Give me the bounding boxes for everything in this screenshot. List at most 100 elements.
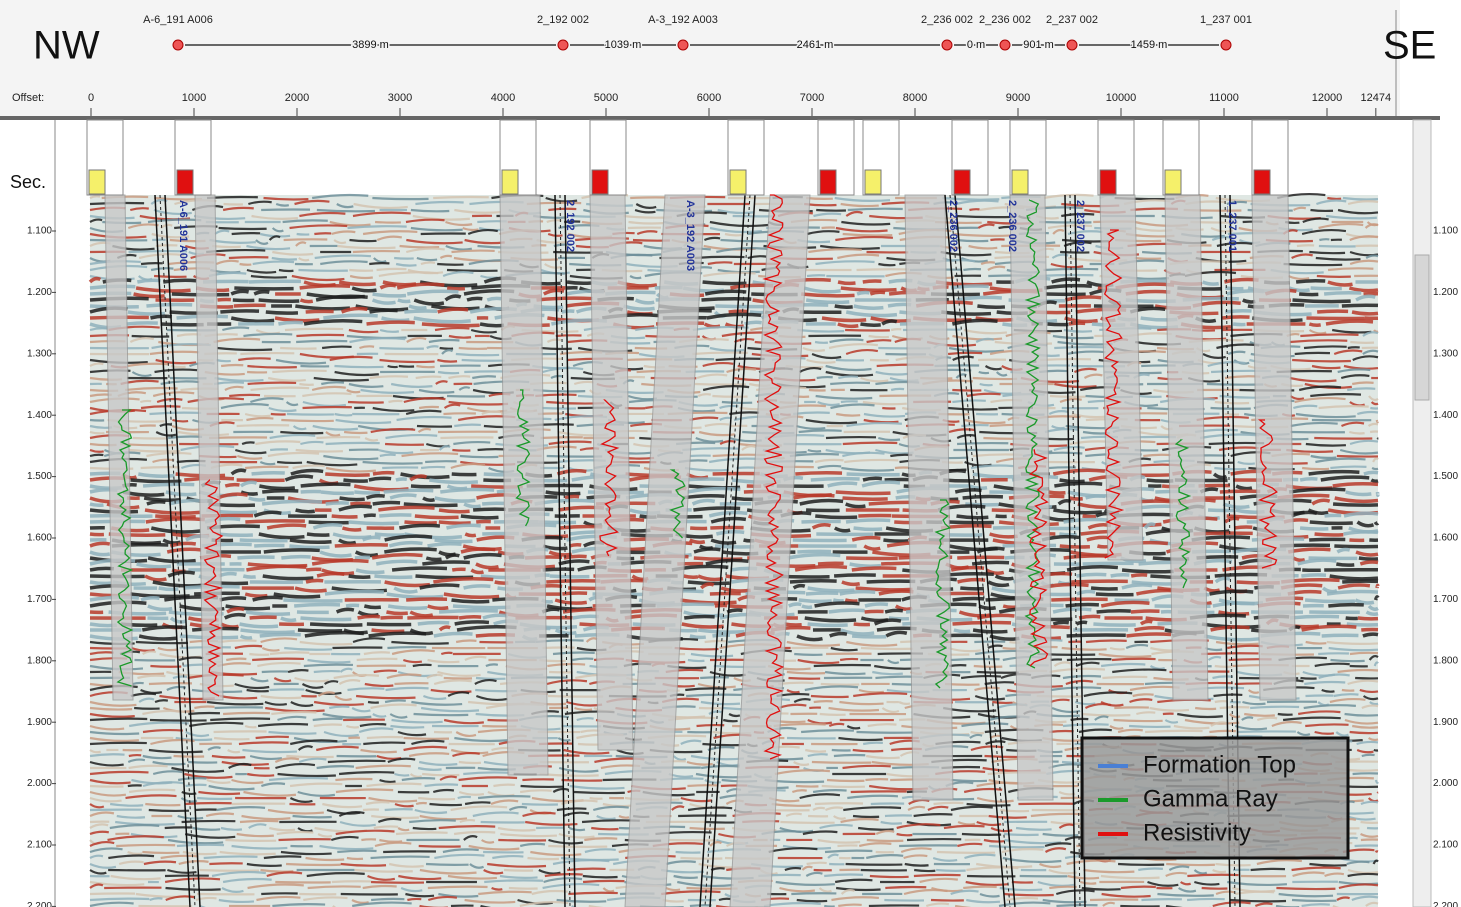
reflector bbox=[226, 657, 247, 662]
reflector bbox=[433, 679, 472, 686]
reflector bbox=[274, 757, 300, 764]
reflector bbox=[166, 547, 202, 554]
reflector bbox=[108, 854, 155, 860]
reflector bbox=[255, 239, 269, 245]
reflector bbox=[173, 754, 205, 758]
reflector bbox=[1256, 859, 1302, 866]
reflector bbox=[154, 699, 169, 704]
reflector bbox=[775, 880, 835, 886]
reflector bbox=[1367, 422, 1379, 427]
reflector bbox=[380, 615, 403, 620]
reflector bbox=[126, 362, 169, 368]
reflector bbox=[845, 348, 879, 356]
reflector bbox=[384, 547, 437, 554]
reflector bbox=[347, 687, 385, 692]
reflector bbox=[884, 608, 904, 614]
reflector bbox=[429, 802, 462, 807]
reflector bbox=[126, 321, 158, 326]
reflector bbox=[248, 823, 267, 829]
reflector bbox=[269, 651, 310, 656]
reflector bbox=[89, 712, 135, 718]
reflector bbox=[146, 451, 192, 458]
reflector bbox=[1050, 658, 1063, 662]
reflector bbox=[250, 677, 269, 683]
reflector bbox=[185, 783, 207, 788]
reflector bbox=[1145, 729, 1203, 734]
reflector bbox=[1370, 401, 1379, 406]
reflector bbox=[148, 682, 193, 686]
reflector bbox=[299, 382, 314, 386]
reflector bbox=[1301, 228, 1347, 236]
reflector bbox=[1078, 614, 1101, 620]
reflector bbox=[1213, 693, 1243, 698]
reflector bbox=[686, 760, 713, 766]
log-curve bbox=[116, 409, 134, 687]
reflector bbox=[464, 898, 516, 904]
reflector bbox=[427, 885, 488, 890]
reflector bbox=[206, 700, 264, 706]
reflector bbox=[346, 724, 360, 729]
reflector bbox=[584, 837, 618, 842]
reflector bbox=[1056, 903, 1098, 907]
reflector bbox=[558, 559, 590, 566]
reflector bbox=[786, 640, 841, 647]
reflector bbox=[89, 880, 145, 887]
reflector bbox=[712, 394, 748, 398]
reflector bbox=[1310, 393, 1362, 398]
reflector bbox=[1059, 532, 1077, 537]
reflector bbox=[1271, 720, 1302, 728]
reflector bbox=[165, 886, 221, 891]
reflector bbox=[932, 856, 958, 862]
reflector bbox=[331, 514, 358, 519]
reflector bbox=[792, 538, 847, 543]
reflector bbox=[241, 441, 255, 446]
reflector bbox=[856, 730, 913, 734]
reflector bbox=[1043, 283, 1092, 290]
reflector bbox=[1236, 730, 1296, 734]
reflector bbox=[89, 700, 137, 707]
reflector bbox=[250, 386, 310, 392]
reflector bbox=[140, 405, 181, 410]
log-track bbox=[499, 194, 549, 776]
reflector bbox=[178, 656, 204, 662]
scrollbar[interactable] bbox=[1412, 119, 1432, 907]
reflector bbox=[974, 694, 1006, 701]
reflector bbox=[289, 544, 330, 550]
reflector bbox=[270, 448, 289, 452]
reflector bbox=[1314, 436, 1373, 440]
reflector bbox=[144, 574, 167, 582]
reflector bbox=[271, 256, 298, 261]
reflector bbox=[267, 451, 320, 458]
reflector bbox=[1051, 425, 1066, 430]
reflector bbox=[899, 844, 958, 848]
reflector bbox=[704, 289, 747, 296]
reflector bbox=[1094, 715, 1109, 721]
reflector bbox=[936, 868, 966, 872]
reflector bbox=[297, 790, 336, 797]
distance-label: 2461 m bbox=[797, 39, 834, 51]
reflector bbox=[225, 838, 277, 842]
reflector bbox=[383, 488, 434, 494]
reflector bbox=[261, 670, 289, 674]
reflector bbox=[805, 871, 823, 877]
reflector bbox=[795, 471, 843, 476]
reflector bbox=[299, 298, 314, 304]
well-marker bbox=[172, 39, 184, 51]
reflector bbox=[259, 484, 296, 491]
right-time-tick-label: 2.100 bbox=[1433, 840, 1458, 851]
reflector bbox=[883, 538, 909, 543]
reflector bbox=[419, 583, 460, 590]
reflector bbox=[978, 370, 990, 375]
reflector bbox=[443, 676, 473, 680]
reflector bbox=[165, 895, 195, 902]
reflector bbox=[313, 376, 369, 382]
scrollbar-thumb[interactable] bbox=[1414, 254, 1430, 401]
reflector bbox=[576, 717, 594, 722]
reflector bbox=[960, 674, 1002, 680]
reflector bbox=[749, 310, 765, 315]
reflector bbox=[1121, 583, 1153, 590]
reflector bbox=[225, 604, 271, 611]
reflector bbox=[228, 256, 269, 260]
reflector bbox=[814, 458, 844, 464]
distance-label: 3899 m bbox=[352, 39, 389, 51]
